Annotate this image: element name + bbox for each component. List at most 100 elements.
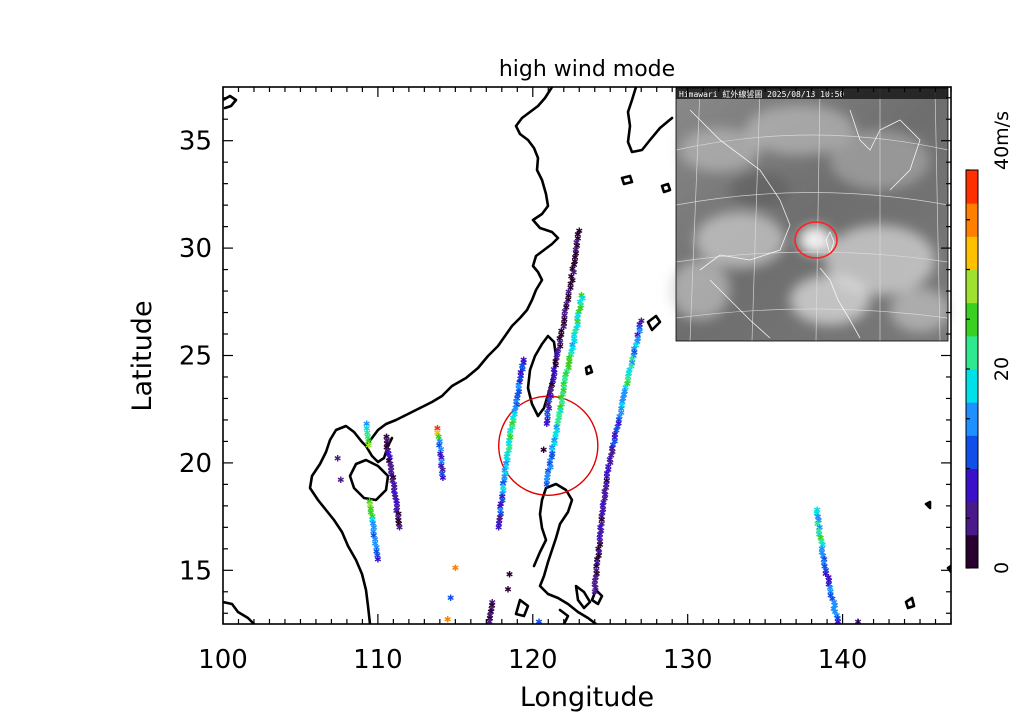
- wind-mark: ✱: [561, 374, 569, 384]
- wind-mark: ✱: [567, 273, 575, 283]
- wind-mark: ✱: [556, 342, 564, 352]
- wind-mark: ✱: [497, 507, 505, 517]
- wind-mark: ✱: [499, 480, 507, 490]
- wind-mark: ✱: [591, 577, 599, 587]
- wind-mark: ✱: [551, 440, 559, 450]
- wind-mark: ✱: [609, 448, 617, 458]
- wind-mark: ✱: [562, 304, 570, 314]
- wind-mark: ✱: [501, 466, 509, 476]
- wind-mark: ✱: [495, 520, 503, 530]
- wind-mark: ✱: [508, 420, 516, 430]
- wind-mark: ✱: [565, 292, 573, 302]
- wind-mark: ✱: [374, 552, 382, 562]
- colorbar-segment: [966, 170, 978, 204]
- wind-mark: ✱: [571, 254, 579, 264]
- wind-mark: ✱: [636, 324, 644, 334]
- wind-mark: ✱: [814, 513, 822, 523]
- wind-mark: ✱: [625, 369, 633, 379]
- wind-mark: ✱: [573, 238, 581, 248]
- inset-coastlines: [689, 109, 921, 339]
- wind-mark: ✱: [552, 361, 560, 371]
- coastline-pacific-islands: [904, 500, 951, 610]
- wind-mark: ✱: [387, 464, 395, 474]
- wind-mark: ✱: [546, 397, 554, 407]
- wind-mark: ✱: [634, 335, 642, 345]
- inset-typhoon-circle: [794, 221, 838, 259]
- wind-mark: ✱: [827, 591, 835, 601]
- wind-mark: ✱: [626, 366, 634, 376]
- wind-mark: ✱: [601, 491, 609, 501]
- wind-mark: ✱: [628, 359, 636, 369]
- wind-mark: ✱: [615, 420, 623, 430]
- wind-mark: ✱: [363, 420, 371, 430]
- wind-mark: ✱: [611, 430, 619, 440]
- wind-mark: ✱: [634, 331, 642, 341]
- wind-mark: ✱: [486, 611, 494, 621]
- wind-speed-marks: ✱✱✱✱✱✱✱✱✱✱✱✱✱✱✱✱✱✱✱✱✱✱✱✱✱✱✱✱✱✱✱✱✱✱✱✱✱✱✱✱…: [334, 227, 862, 624]
- wind-mark: ✱: [596, 541, 604, 551]
- wind-mark: ✱: [439, 466, 447, 476]
- wind-mark: ✱: [515, 382, 523, 392]
- wind-mark: ✱: [385, 450, 393, 460]
- wind-mark: ✱: [506, 443, 514, 453]
- wind-mark: ✱: [370, 523, 378, 533]
- wind-mark: ✱: [373, 543, 381, 553]
- wind-mark: ✱: [396, 523, 404, 533]
- x-tick-label: 120: [508, 645, 558, 675]
- wind-mark: ✱: [608, 445, 616, 455]
- wind-mark: ✱: [560, 381, 568, 391]
- wind-mark: ✱: [599, 505, 607, 515]
- wind-mark: ✱: [624, 377, 632, 387]
- wind-mark: ✱: [556, 404, 564, 414]
- wind-mark: ✱: [506, 430, 514, 440]
- wind-mark: ✱: [551, 437, 559, 447]
- wind-mark: ✱: [496, 517, 504, 527]
- wind-mark: ✱: [631, 349, 639, 359]
- wind-mark: ✱: [632, 342, 640, 352]
- wind-mark: ✱: [607, 452, 615, 462]
- wind-mark: ✱: [387, 467, 395, 477]
- wind-mark: ✱: [554, 350, 562, 360]
- wind-mark: ✱: [496, 503, 504, 513]
- coastline-hainan: [348, 458, 390, 502]
- wind-mark: ✱: [574, 231, 582, 241]
- wind-mark: ✱: [495, 523, 503, 533]
- wind-mark: ✱: [507, 433, 515, 443]
- wind-mark: ✱: [546, 389, 554, 399]
- wind-mark: ✱: [513, 401, 521, 411]
- wind-mark: ✱: [502, 460, 510, 470]
- coastline-layer: [223, 87, 951, 624]
- wind-mark: ✱: [827, 588, 835, 598]
- wind-mark: ✱: [515, 388, 523, 398]
- wind-mark: ✱: [611, 434, 619, 444]
- wind-mark: ✱: [515, 385, 523, 395]
- wind-mark: ✱: [603, 470, 611, 480]
- axes: 100 110 120 130 140 15 20 25 30 35: [179, 87, 952, 675]
- wind-mark: ✱: [614, 423, 622, 433]
- wind-mark: ✱: [595, 548, 603, 558]
- wind-mark: ✱: [439, 474, 447, 484]
- wind-mark: ✱: [598, 516, 606, 526]
- wind-mark: ✱: [510, 417, 518, 427]
- wind-mark: ✱: [565, 364, 573, 374]
- wind-mark: ✱: [437, 462, 445, 472]
- wind-mark: ✱: [819, 541, 827, 551]
- wind-mark: ✱: [628, 363, 636, 373]
- wind-mark: ✱: [831, 602, 839, 612]
- wind-mark: ✱: [543, 480, 551, 490]
- satellite-inset[interactable]: Himawari 紅外線雲圖 2025/08/13 10:50: [670, 87, 950, 342]
- wind-mark: ✱: [386, 453, 394, 463]
- wind-mark: ✱: [818, 538, 826, 548]
- wind-mark: ✱: [591, 581, 599, 591]
- wind-mark: ✱: [576, 298, 584, 308]
- wind-mark: ✱: [636, 328, 644, 338]
- wind-mark: ✱: [511, 407, 519, 417]
- wind-mark: ✱: [592, 573, 600, 583]
- wind-mark: ✱: [569, 265, 577, 275]
- wind-mark: ✱: [570, 331, 578, 341]
- wind-mark: ✱: [600, 498, 608, 508]
- wind-mark: ✱: [561, 311, 569, 321]
- wind-mark: ✱: [370, 531, 378, 541]
- wind-mark: ✱: [501, 476, 509, 486]
- wind-mark: ✱: [498, 493, 506, 503]
